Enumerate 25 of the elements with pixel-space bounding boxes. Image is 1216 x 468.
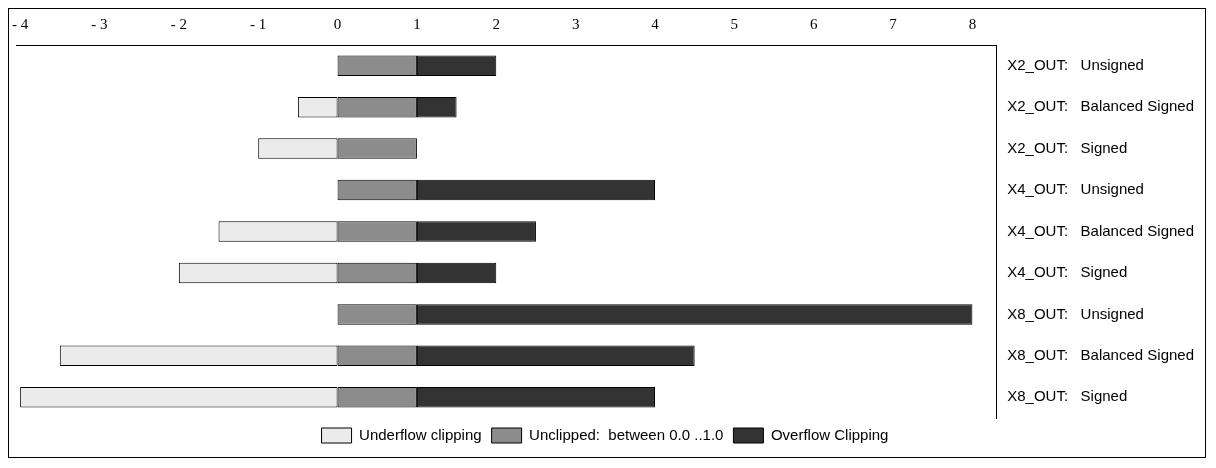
x-tick-label: 3 bbox=[571, 15, 580, 32]
y-tick-label: X4_OUT: Unsigned bbox=[1007, 180, 1144, 198]
y-tick-label: X2_OUT: Balanced Signed bbox=[1007, 97, 1195, 115]
y-tick-label: X2_OUT: Unsigned bbox=[1007, 55, 1144, 73]
legend-label: Underflow clipping bbox=[359, 425, 482, 443]
y-tick-label: X8_OUT: Unsigned bbox=[1007, 304, 1144, 322]
x-tick-label: 2 bbox=[492, 15, 501, 32]
x-tick-label: 8 bbox=[968, 15, 977, 32]
x-tick-label: - 3 bbox=[91, 15, 108, 32]
x-tick-label: - 2 bbox=[170, 15, 187, 32]
x-tick-label: - 4 bbox=[12, 15, 29, 32]
x-tick-label: - 1 bbox=[250, 15, 267, 32]
x-tick-label: 1 bbox=[413, 15, 421, 32]
legend-label: Unclipped: between 0.0 ..1.0 bbox=[529, 425, 724, 443]
legend-label: Overflow Clipping bbox=[770, 425, 889, 443]
y-tick-label: X8_OUT: Balanced Signed bbox=[1007, 345, 1195, 363]
y-tick-label: X2_OUT: Signed bbox=[1007, 138, 1128, 156]
x-tick-label: 0 bbox=[333, 15, 342, 32]
x-tick-label: 5 bbox=[730, 15, 739, 32]
y-tick-label: X8_OUT: Signed bbox=[1007, 387, 1128, 405]
x-tick-label: 7 bbox=[889, 15, 898, 32]
x-tick-label: 6 bbox=[809, 15, 818, 32]
y-tick-label: X4_OUT: Signed bbox=[1007, 263, 1128, 281]
y-tick-label: X4_OUT: Balanced Signed bbox=[1007, 221, 1195, 239]
x-tick-label: 4 bbox=[651, 15, 660, 32]
